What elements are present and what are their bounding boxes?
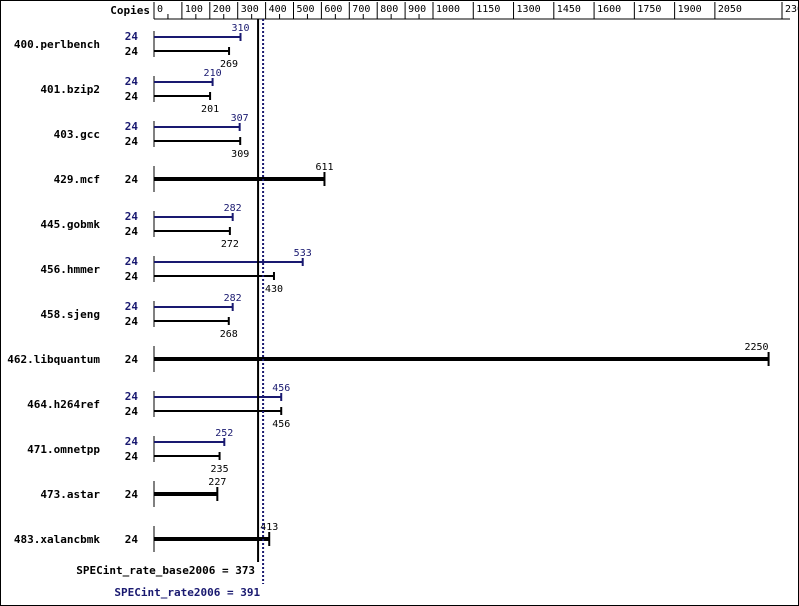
base-copies-label: 24 (125, 315, 139, 328)
benchmark-name: 445.gobmk (40, 218, 100, 231)
benchmark-row: 473.astar 24 227 (40, 477, 226, 507)
x-tick-label: 2050 (718, 4, 742, 15)
benchmark-row: 445.gobmk 24 282 24 272 (40, 203, 241, 250)
base-value-label: 456 (272, 419, 290, 430)
peak-value-label: 307 (231, 113, 249, 124)
peak-value-label: 282 (224, 293, 242, 304)
base-value-label: 235 (211, 464, 229, 475)
copies-header: Copies (110, 4, 150, 17)
x-tick-label: 1600 (597, 4, 621, 15)
benchmark-name: 471.omnetpp (27, 443, 100, 456)
benchmark-name: 473.astar (40, 488, 100, 501)
x-tick-label: 500 (297, 4, 315, 15)
base-value-label: 611 (315, 162, 333, 173)
x-tick-label: 900 (408, 4, 426, 15)
benchmark-row: 458.sjeng 24 282 24 268 (40, 293, 241, 340)
base-copies-label: 24 (125, 450, 139, 463)
benchmark-row: 462.libquantum 24 2250 (7, 342, 770, 372)
benchmark-bars: 400.perlbench 24 310 24 269 401.bzip2 24 210 24 2… (7, 23, 770, 552)
base-copies-label: 24 (125, 225, 139, 238)
benchmark-name: 401.bzip2 (40, 83, 100, 96)
x-axis: 0 100 200 300 400 500 600 700 800 900 1000 1150 1300… (153, 2, 799, 20)
base-value-label: 2250 (744, 342, 768, 353)
base-value-label: 430 (265, 284, 283, 295)
benchmark-name: 458.sjeng (40, 308, 100, 321)
base-value-label: 269 (220, 59, 238, 70)
x-tick-label: 1750 (637, 4, 661, 15)
x-tick-label: 100 (185, 4, 203, 15)
base-copies-label: 24 (125, 353, 139, 366)
x-tick-label: 200 (213, 4, 231, 15)
x-tick-label: 800 (380, 4, 398, 15)
peak-summary-label: SPECint_rate2006 = 391 (114, 586, 260, 599)
x-tick-label: 0 (157, 4, 163, 15)
benchmark-row: 403.gcc 24 307 24 309 (54, 113, 250, 160)
base-copies-label: 24 (125, 173, 139, 186)
benchmark-name: 462.libquantum (7, 353, 100, 366)
peak-value-label: 252 (215, 428, 233, 439)
base-copies-label: 24 (125, 90, 139, 103)
benchmark-name: 429.mcf (54, 173, 100, 186)
benchmark-row: 400.perlbench 24 310 24 269 (14, 23, 250, 70)
x-tick-label: 1300 (517, 4, 541, 15)
x-tick-label: 300 (241, 4, 259, 15)
base-value-label: 309 (231, 149, 249, 160)
x-tick-label: 1000 (436, 4, 460, 15)
benchmark-row: 429.mcf 24 611 (54, 162, 334, 192)
x-tick-label: 1450 (557, 4, 581, 15)
benchmark-name: 456.hmmer (40, 263, 100, 276)
benchmark-row: 464.h264ref 24 456 24 456 (27, 383, 290, 430)
base-summary-label: SPECint_rate_base2006 = 373 (76, 564, 255, 577)
peak-copies-label: 24 (125, 120, 139, 133)
base-value-label: 227 (208, 477, 226, 488)
base-copies-label: 24 (125, 45, 139, 58)
x-tick-label: 400 (269, 4, 287, 15)
benchmark-name: 483.xalancbmk (14, 533, 100, 546)
base-copies-label: 24 (125, 533, 139, 546)
base-value-label: 268 (220, 329, 238, 340)
peak-value-label: 282 (224, 203, 242, 214)
benchmark-row: 401.bzip2 24 210 24 201 (40, 68, 221, 115)
peak-value-label: 533 (294, 248, 312, 259)
benchmark-row: 471.omnetpp 24 252 24 235 (27, 428, 233, 475)
benchmark-row: 483.xalancbmk 24 413 (14, 522, 278, 552)
peak-copies-label: 24 (125, 435, 139, 448)
x-tick-label: 1150 (476, 4, 500, 15)
x-tick-label: 600 (324, 4, 342, 15)
benchmark-row: 456.hmmer 24 533 24 430 (40, 248, 311, 295)
benchmark-name: 400.perlbench (14, 38, 100, 51)
x-tick-label: 1900 (678, 4, 702, 15)
peak-value-label: 210 (204, 68, 222, 79)
base-value-label: 272 (221, 239, 239, 250)
peak-value-label: 310 (231, 23, 249, 34)
x-tick-label: 700 (352, 4, 370, 15)
x-tick-label: 2300 (785, 4, 799, 15)
base-value-label: 201 (201, 104, 219, 115)
peak-copies-label: 24 (125, 390, 139, 403)
benchmark-name: 403.gcc (54, 128, 100, 141)
peak-copies-label: 24 (125, 210, 139, 223)
reference-lines: SPECint_rate_base2006 = 373 SPECint_rate2… (76, 19, 265, 599)
peak-copies-label: 24 (125, 75, 139, 88)
base-value-label: 413 (260, 522, 278, 533)
base-copies-label: 24 (125, 405, 139, 418)
peak-copies-label: 24 (125, 30, 139, 43)
base-copies-label: 24 (125, 270, 139, 283)
peak-value-label: 456 (272, 383, 290, 394)
peak-copies-label: 24 (125, 300, 139, 313)
peak-copies-label: 24 (125, 255, 139, 268)
base-copies-label: 24 (125, 488, 139, 501)
base-copies-label: 24 (125, 135, 139, 148)
benchmark-name: 464.h264ref (27, 398, 100, 411)
